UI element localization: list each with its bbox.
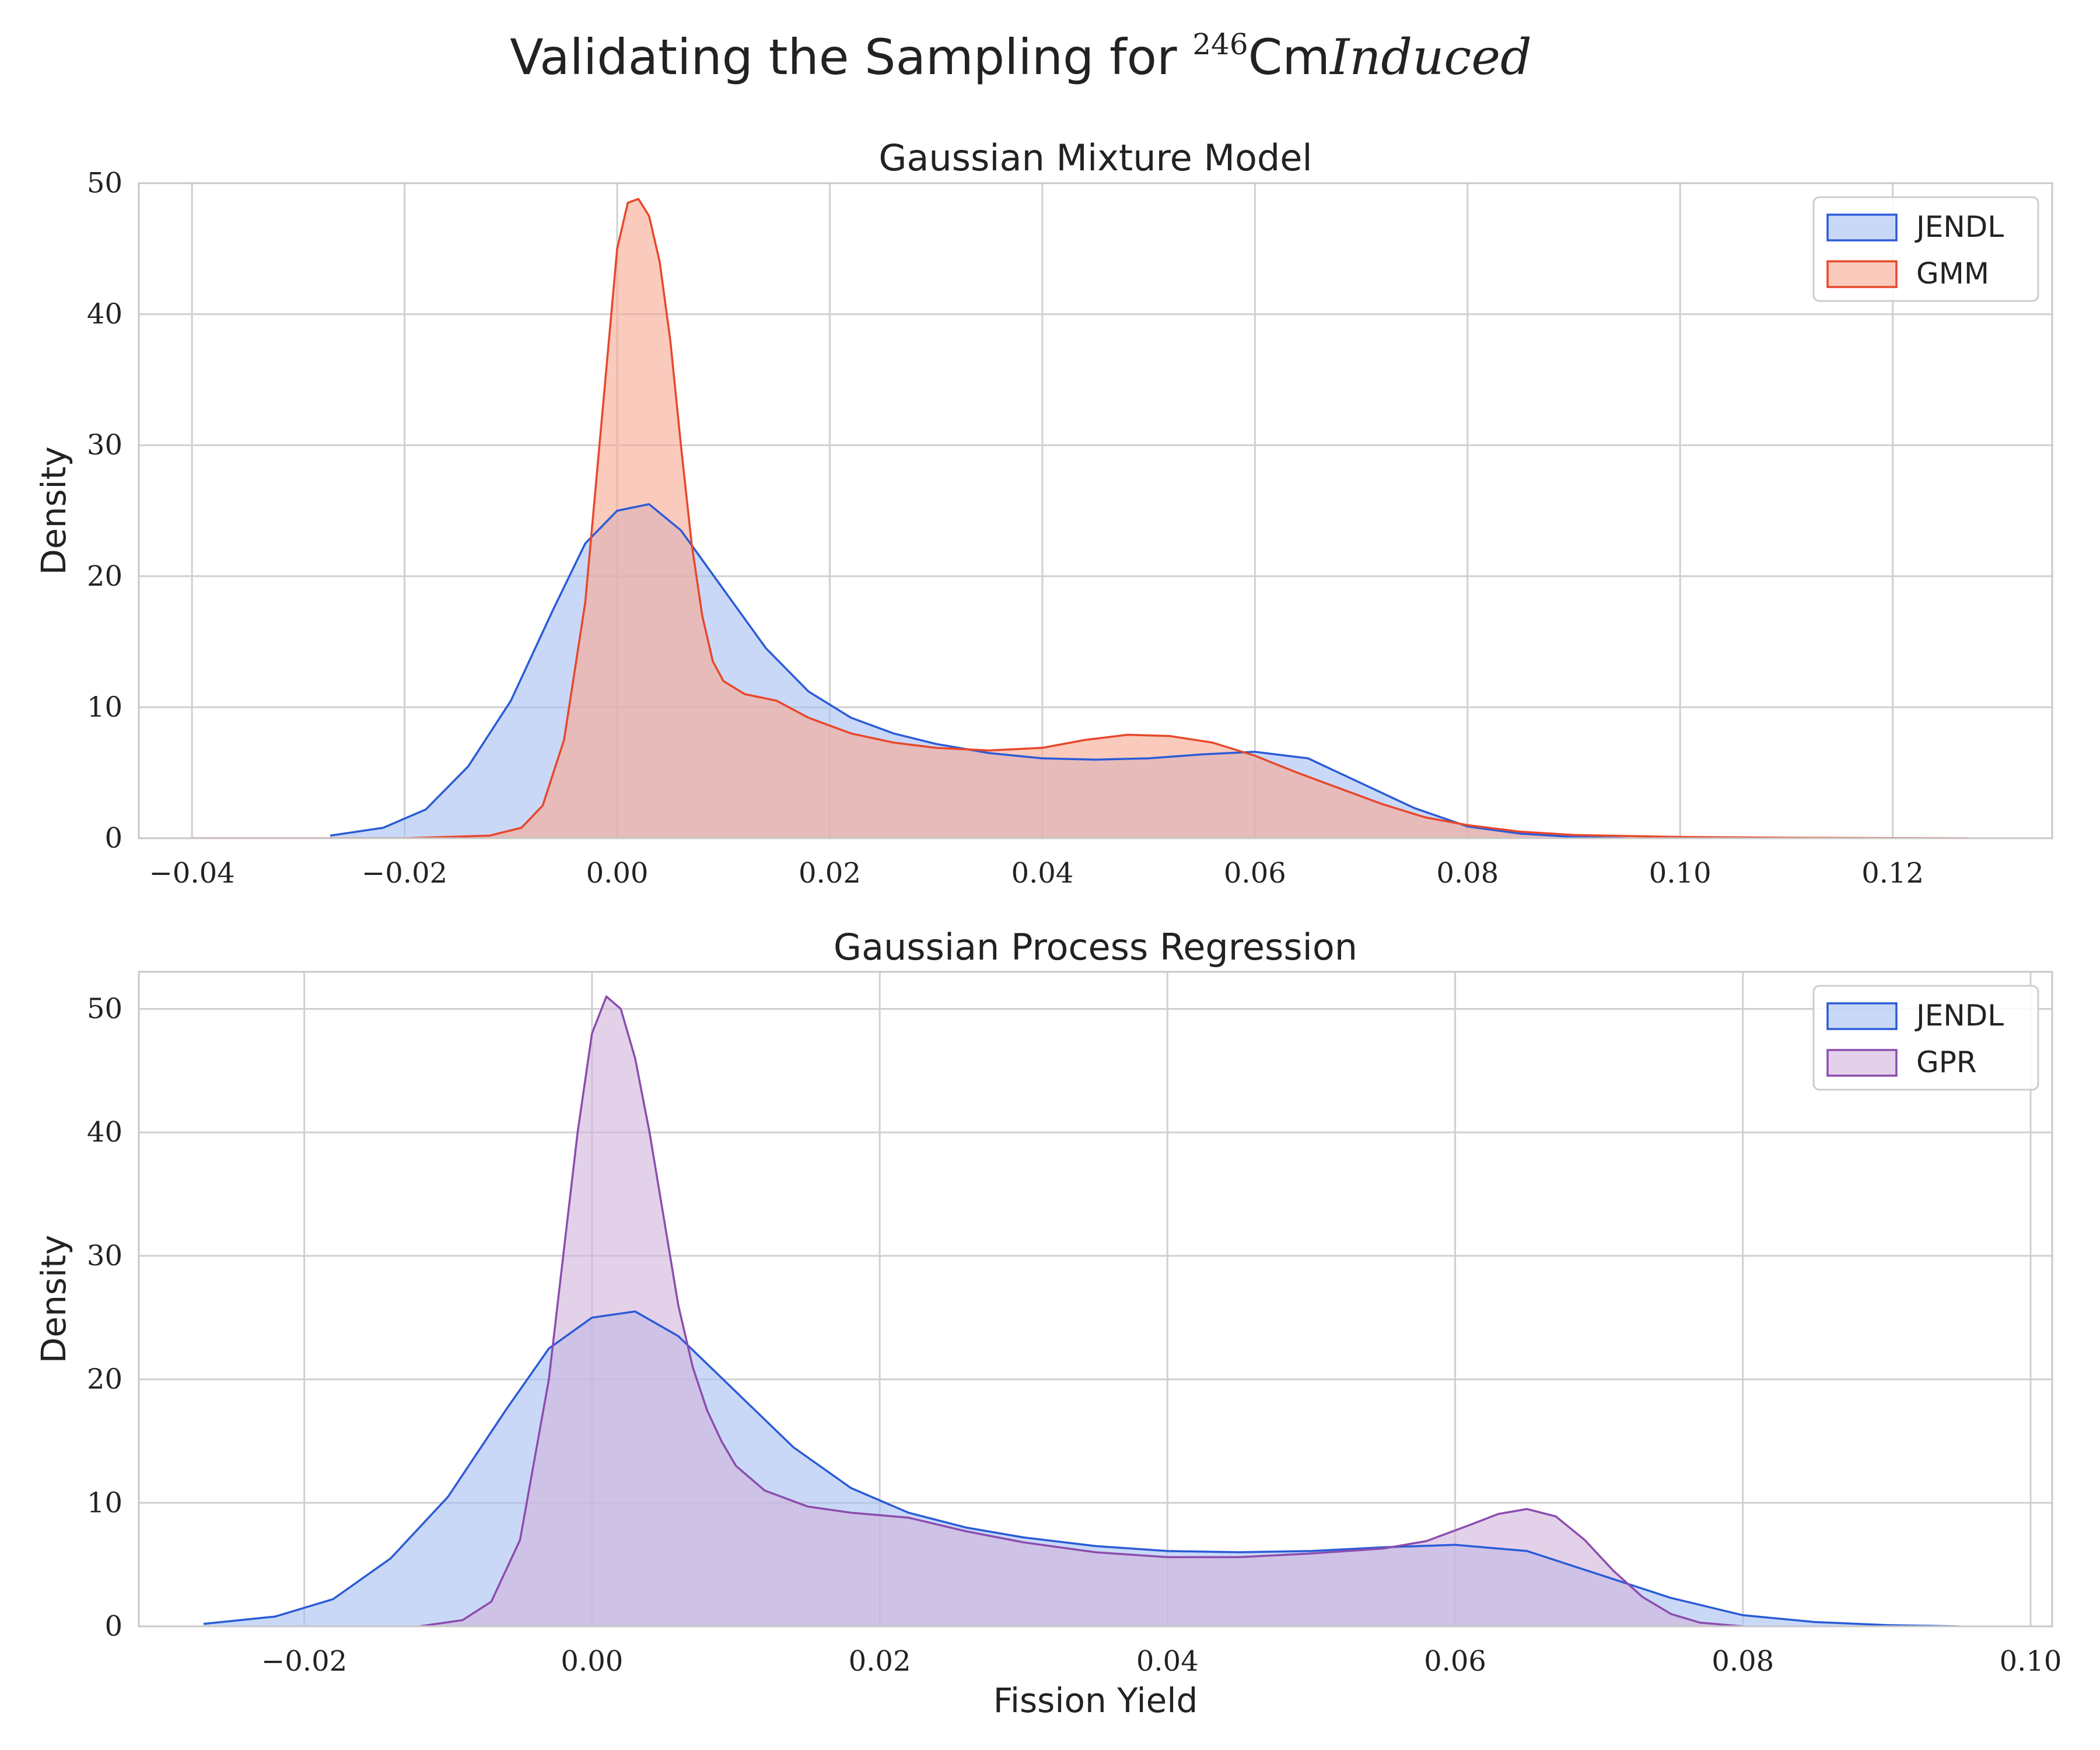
y-tick-label: 40	[87, 1116, 123, 1149]
x-tick-label: 0.00	[561, 1645, 623, 1678]
y-tick-label: 50	[87, 167, 123, 200]
legend-label-gmm: GMM	[1916, 257, 1989, 290]
gmm-panel: −0.04 −0.02 0.00 0.02 0.04 0.06 0.08 0.10 0.12 0 1…	[34, 136, 2053, 890]
density-line-gpr	[419, 995, 1743, 1626]
y-tick-label: 10	[87, 1486, 123, 1519]
x-tick-label: 0.12	[1861, 857, 1924, 890]
x-tick-label: 0.06	[1424, 1645, 1486, 1678]
figure-title-prefix: Validating the Sampling for	[510, 29, 1192, 86]
y-tick-label: 0	[104, 822, 123, 855]
x-tick-label: 0.08	[1712, 1645, 1774, 1678]
panel-title: Gaussian Process Regression	[834, 926, 1357, 968]
x-tick-label: 0.04	[1136, 1645, 1199, 1678]
x-axis-label: Fission Yield	[993, 1681, 1198, 1720]
density-area-gmm	[192, 199, 1968, 838]
legend-swatch-jendl	[1826, 214, 1898, 242]
y-tick-label: 10	[87, 691, 123, 723]
figure-title: Validating the Sampling for 246CmInduced	[510, 27, 1532, 86]
density-line-jendl	[330, 503, 1628, 838]
legend-swatch-gpr	[1826, 1049, 1898, 1077]
x-tick-label: 0.00	[586, 857, 649, 890]
x-tick-label: −0.04	[149, 857, 235, 890]
x-tick-label: −0.02	[362, 857, 447, 890]
legend-swatch-jendl	[1826, 1002, 1898, 1030]
x-tick-label: 0.10	[1649, 857, 1712, 890]
y-tick-label: 50	[87, 993, 123, 1026]
x-tick-label: 0.02	[849, 1645, 911, 1678]
density-area-gpr	[419, 996, 1743, 1626]
y-tick-label: 30	[87, 429, 123, 461]
figure-title-element: Cm	[1248, 29, 1330, 86]
density-line-jendl	[203, 1310, 1959, 1626]
y-tick-label: 20	[87, 1363, 123, 1396]
axes-frame	[138, 182, 2053, 839]
x-tick-label: 0.06	[1224, 857, 1286, 890]
legend-label-gpr: GPR	[1916, 1045, 1977, 1079]
panel-title: Gaussian Mixture Model	[878, 136, 1312, 179]
axes-frame	[138, 971, 2053, 1628]
legend-label-jendl: JENDL	[1915, 210, 2004, 244]
x-tick-label: 0.04	[1011, 857, 1073, 890]
x-tick-label: −0.02	[261, 1645, 347, 1678]
gpr-panel: −0.02 0.00 0.02 0.04 0.06 0.08 0.10 0 10 20 30 40 50…	[34, 926, 2062, 1720]
x-tick-label: 0.08	[1436, 857, 1499, 890]
y-tick-label: 0	[104, 1610, 123, 1643]
y-tick-label: 20	[87, 560, 123, 593]
plot-area	[192, 198, 1968, 838]
plot-area	[203, 995, 1959, 1626]
figure-title-italic: Induced	[1329, 29, 1532, 86]
density-line-gmm	[192, 198, 1968, 838]
y-tick-label: 30	[87, 1240, 123, 1272]
legend-swatch-gmm	[1826, 260, 1898, 288]
y-tick-label: 40	[87, 298, 123, 331]
y-axis-label: Density	[34, 446, 74, 575]
x-tick-label: 0.02	[799, 857, 861, 890]
figure-title-superscript: 246	[1192, 27, 1248, 61]
x-tick-label: 0.10	[2000, 1645, 2062, 1678]
y-axis-label: Density	[34, 1235, 74, 1364]
legend-label-jendl: JENDL	[1915, 999, 2004, 1032]
